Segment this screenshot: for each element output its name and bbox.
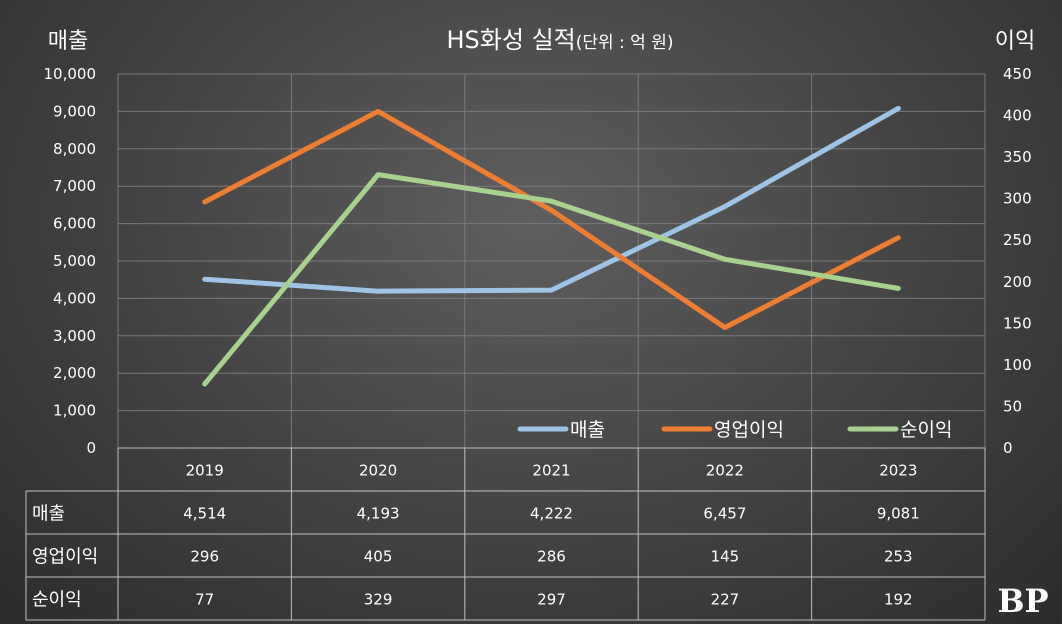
legend-label: 순이익	[900, 419, 952, 441]
chart-title-unit: (단위 : 억 원)	[576, 33, 674, 53]
table-cell: 4,514	[183, 505, 226, 523]
left-tick-label: 6,000	[53, 215, 96, 233]
table-cell: 9,081	[877, 505, 920, 523]
right-tick-label: 0	[1003, 439, 1013, 457]
table-cell: 4,222	[530, 505, 573, 523]
table-row-label: 순이익	[32, 590, 82, 611]
category-label: 2021	[532, 462, 570, 480]
table-cell: 77	[195, 591, 214, 609]
legend: 매출 영업이익 순이익	[517, 419, 952, 441]
category-label: 2020	[359, 462, 397, 480]
right-tick-label: 300	[1003, 190, 1032, 208]
right-tick-label: 100	[1003, 356, 1032, 374]
legend-label: 영업이익	[714, 419, 784, 441]
table-cell: 405	[364, 548, 393, 566]
table-cell: 286	[537, 548, 566, 566]
right-axis-title: 이익	[995, 29, 1035, 54]
left-tick-label: 8,000	[53, 140, 96, 158]
right-tick-label: 350	[1003, 148, 1032, 166]
gridlines	[117, 73, 986, 449]
left-tick-label: 3,000	[53, 327, 96, 345]
series-line-2	[202, 172, 901, 387]
left-tick-label: 1,000	[53, 402, 96, 420]
right-tick-label: 450	[1003, 65, 1032, 83]
left-tick-label: 7,000	[53, 177, 96, 195]
table-cell: 227	[711, 591, 740, 609]
left-axis-ticks: 0 1,000 2,000 3,000 4,000 5,000 6,000 7,000 8,00…	[44, 65, 97, 457]
right-tick-label: 200	[1003, 273, 1032, 291]
series-lines	[202, 105, 901, 387]
table-row-label: 영업이익	[32, 547, 98, 568]
left-tick-label: 5,000	[53, 252, 96, 270]
table-cell: 6,457	[703, 505, 746, 523]
chart-title-main: HS화성 실적	[447, 26, 576, 54]
left-tick-label: 9,000	[53, 102, 96, 120]
table-cell: 145	[711, 548, 740, 566]
category-label: 2022	[706, 462, 744, 480]
right-axis-ticks: 0 50 100 150 200 250 300 350 400 450	[1003, 65, 1032, 457]
category-label: 2023	[879, 462, 917, 480]
data-table: 2019 2020 2021 2022 2023 매출 4,514 4,193 4,222 6,4…	[25, 447, 986, 621]
series-line-1	[202, 108, 901, 330]
left-tick-label: 10,000	[44, 65, 97, 83]
table-cell: 4,193	[357, 505, 400, 523]
left-tick-label: 2,000	[53, 364, 96, 382]
left-tick-label: 4,000	[53, 289, 96, 307]
table-cell: 329	[364, 591, 393, 609]
right-tick-label: 250	[1003, 231, 1032, 249]
right-tick-label: 50	[1003, 397, 1022, 415]
legend-label: 매출	[570, 419, 605, 441]
table-cell: 192	[884, 591, 913, 609]
table-cell: 296	[190, 548, 219, 566]
table-row-label: 매출	[32, 504, 65, 525]
table-cell: 253	[884, 548, 913, 566]
category-label: 2019	[186, 462, 224, 480]
table-cell: 297	[537, 591, 566, 609]
bp-logo: BP	[997, 582, 1048, 620]
left-tick-label: 0	[86, 439, 96, 457]
left-axis-title: 매출	[48, 29, 88, 54]
right-tick-label: 150	[1003, 314, 1032, 332]
chart-title: HS화성 실적(단위 : 억 원)	[447, 26, 674, 54]
right-tick-label: 400	[1003, 107, 1032, 125]
